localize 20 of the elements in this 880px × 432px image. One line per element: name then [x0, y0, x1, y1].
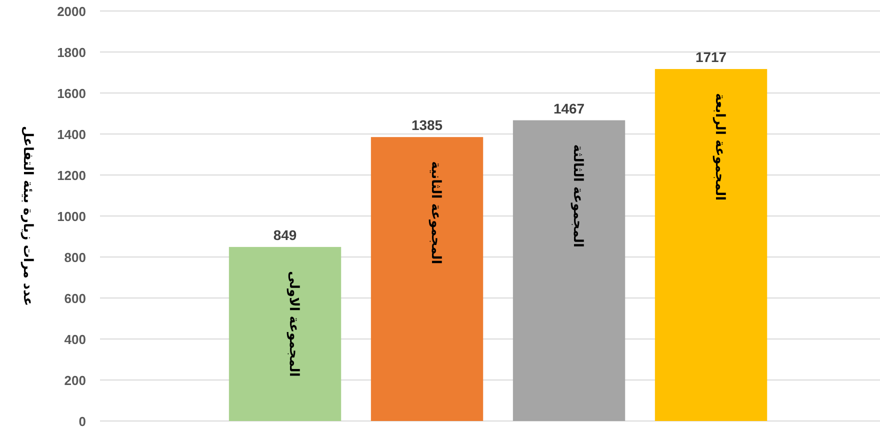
y-tick-label: 600 — [64, 291, 86, 306]
y-tick-label: 1600 — [57, 86, 86, 101]
x-tick-label: المجموعة الاولى — [286, 270, 302, 377]
y-tick-label: 800 — [64, 250, 86, 265]
y-tick-label: 200 — [64, 373, 86, 388]
y-tick-label: 1400 — [57, 127, 86, 142]
x-tick-label: المجموعة الثانية — [428, 161, 444, 264]
y-tick-label: 1000 — [57, 209, 86, 224]
x-tick-label: المجموعة الرابعة — [712, 93, 728, 201]
y-tick-label: 2000 — [57, 4, 86, 19]
y-axis-title: عدد مرات زيارة بيئة التفاعل — [20, 126, 35, 306]
data-label: 1467 — [553, 100, 585, 116]
data-label: 849 — [273, 226, 297, 243]
y-tick-label: 0 — [78, 414, 86, 429]
y-tick-label: 1200 — [57, 168, 86, 183]
y-tick-label: 1800 — [57, 45, 86, 60]
data-label: 1717 — [695, 49, 727, 66]
x-tick-label: المجموعة الثالثة — [570, 144, 586, 248]
y-tick-label: 400 — [64, 332, 86, 347]
data-label: 1385 — [411, 117, 443, 134]
